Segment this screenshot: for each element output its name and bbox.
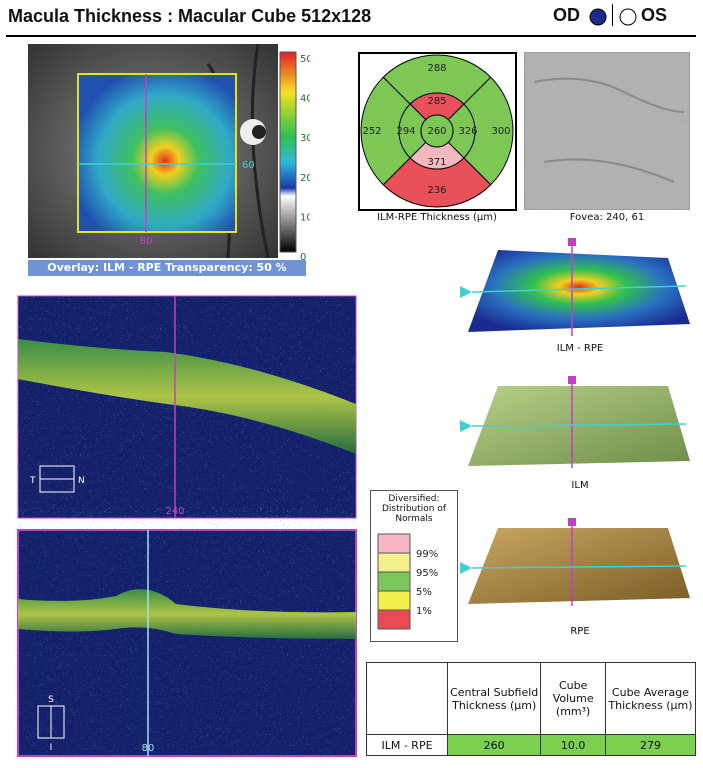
sector-value: 294 (396, 126, 415, 137)
sector-value: 300 (491, 126, 510, 137)
divider (612, 4, 613, 26)
normals-legend: Diversified: Distribution of Normals (370, 490, 458, 642)
fundus-image (524, 52, 690, 210)
sector-value: 326 (458, 126, 477, 137)
header-rule (6, 35, 696, 37)
orientation-label: N (78, 476, 85, 486)
etdrs-caption: ILM-RPE Thickness (µm) (377, 212, 497, 223)
legend-label: 99% (416, 549, 438, 560)
legend-label: 1% (416, 606, 432, 617)
colorbar-label: 300 (300, 133, 310, 144)
column-header: Cube Volume (mm³) (540, 662, 606, 735)
summary-table: Central Subfield Thickness (µm) Cube Volu… (366, 662, 697, 756)
table-value: 260 (446, 734, 542, 756)
os-dot[interactable] (618, 7, 638, 27)
fundus-caption: Fovea: 240, 61 (569, 212, 645, 223)
sector-value: 260 (427, 126, 446, 137)
orientation-label: S (48, 695, 54, 705)
colorbar-label: 400 (300, 94, 310, 105)
etdrs-center (420, 114, 454, 148)
sector-value: 252 (362, 126, 381, 137)
column-header: Central Subfield Thickness (µm) (446, 662, 542, 735)
table-value: 10.0 (540, 734, 606, 756)
colorbar-label: 200 (300, 173, 310, 184)
surface-label: RPE (570, 626, 590, 637)
thickness-map: 80 60 500 400 300 200 100 0 µm (28, 44, 310, 260)
surface-label: ILM - RPE (556, 343, 604, 354)
vertical-marker: 80 (140, 236, 153, 247)
sector-value: 288 (427, 63, 446, 74)
scan-position: 80 (142, 743, 155, 754)
empty-header (366, 662, 448, 735)
colorbar-label: 500 (300, 54, 310, 65)
os-label: OS (641, 5, 668, 25)
od-dot[interactable] (588, 7, 608, 27)
colorbar-label: 0 µm (300, 252, 310, 260)
sector-value: 371 (427, 157, 446, 168)
legend-swatches: 99% 95% 5% 1% (377, 533, 438, 630)
orientation-label: T (29, 476, 36, 486)
column-header: Cube Average Thickness (µm) (604, 662, 697, 735)
row-label: ILM - RPE (366, 734, 448, 756)
legend-label: 5% (416, 587, 432, 598)
surface-renders (460, 238, 690, 606)
sector-value: 285 (427, 96, 446, 107)
scan-position: 240 (165, 506, 184, 517)
orientation-label: I (50, 743, 53, 753)
etdrs-grid: 288 252 294 260 326 300 285 371 236 (358, 52, 517, 211)
sector-value: 236 (427, 185, 446, 196)
colorbar-label: 100 (300, 212, 310, 223)
od-label: OD (553, 5, 580, 25)
horizontal-marker: 60 (242, 160, 255, 171)
legend-label: 95% (416, 568, 438, 579)
b-scans: 240 T N 80 S I (17, 295, 357, 757)
report-title: Macula Thickness : Macular Cube 512x128 (8, 6, 372, 26)
surface-label: ILM (571, 480, 589, 491)
table-value: 279 (604, 734, 697, 756)
overlay-caption: Overlay: ILM - RPE Transparency: 50 % (28, 260, 306, 276)
legend-title: Diversified: Distribution of Normals (381, 494, 447, 524)
